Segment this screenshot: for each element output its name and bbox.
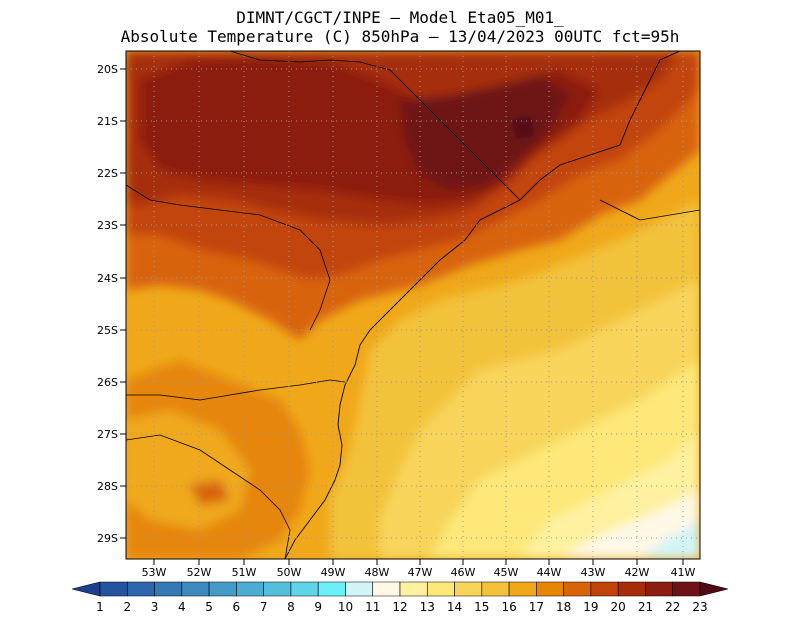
colorbar-label: 9: [314, 600, 322, 614]
colorbar-label: 21: [638, 600, 653, 614]
colorbar-label: 1: [96, 600, 104, 614]
colorbar-label: 14: [447, 600, 462, 614]
colorbar-label: 3: [151, 600, 159, 614]
map-title-line-2: Absolute Temperature (C) 850hPa – 13/04/…: [120, 27, 680, 46]
colorbar-swatch: [99, 581, 128, 597]
colorbar-swatch: [645, 581, 674, 597]
colorbar-swatch: [290, 581, 319, 597]
colorbar-swatch: [481, 581, 510, 597]
colorbar-swatch: [508, 581, 537, 597]
grid-lines: [126, 51, 700, 559]
colorbar-label: 22: [665, 600, 680, 614]
lon-label: 43W: [581, 566, 606, 579]
colorbar-label: 20: [611, 600, 626, 614]
colorbar-label: 4: [178, 600, 186, 614]
lon-label: 51W: [232, 566, 257, 579]
colorbar-swatch: [317, 581, 346, 597]
colorbar-swatch: [126, 581, 155, 597]
colorbar-label: 11: [365, 600, 380, 614]
lat-label: 24S: [97, 272, 118, 285]
lon-label: 45W: [494, 566, 519, 579]
lat-label: 21S: [97, 115, 118, 128]
colorbar-label: 12: [392, 600, 407, 614]
lon-label: 48W: [365, 566, 390, 579]
colorbar-label: 16: [501, 600, 516, 614]
colorbar-swatch: [208, 581, 237, 597]
colorbar-label: 15: [474, 600, 489, 614]
colorbar-swatch: [263, 581, 292, 597]
colorbar-label: 17: [529, 600, 544, 614]
longitude-axis: 53W 52W 51W 50W 49W 48W 47W 46W 45W 44W …: [142, 559, 696, 579]
lon-label: 41W: [671, 566, 696, 579]
colorbar-swatch: [154, 581, 183, 597]
colorbar-swatch: [181, 581, 210, 597]
colorbar-label: 18: [556, 600, 571, 614]
lat-label: 28S: [97, 480, 118, 493]
colorbar-swatch: [399, 581, 428, 597]
colorbar-label: 8: [287, 600, 295, 614]
colorbar-label: 6: [233, 600, 241, 614]
lon-label: 42W: [625, 566, 650, 579]
lat-label: 29S: [97, 532, 118, 545]
plot-frame: [125, 50, 701, 560]
colorbar-swatch: [672, 581, 701, 597]
colorbar-swatch: [236, 581, 264, 597]
colorbar-swatch: [426, 581, 455, 597]
lon-label: 46W: [451, 566, 476, 579]
colorbar-swatch: [372, 581, 401, 597]
lon-label: 52W: [187, 566, 212, 579]
latitude-axis: 20S 21S 22S 23S 24S 25S 26S 27S 28S 29S: [97, 63, 126, 545]
colorbar-label: 5: [205, 600, 213, 614]
lon-label: 47W: [408, 566, 433, 579]
colorbar-swatch: [590, 581, 619, 597]
colorbar-swatch: [563, 581, 592, 597]
lat-label: 25S: [97, 324, 118, 337]
colorbar-label: 10: [338, 600, 353, 614]
lon-label: 50W: [277, 566, 302, 579]
colorbar-swatch: [454, 581, 483, 597]
coastline: [284, 51, 681, 559]
state-borders: [126, 51, 700, 559]
colorbar-swatch: [699, 581, 729, 597]
lat-label: 27S: [97, 428, 118, 441]
colorbar-label: 2: [123, 600, 131, 614]
colorbar-swatch: [345, 581, 374, 597]
lat-label: 22S: [97, 167, 118, 180]
temperature-field: [126, 51, 700, 559]
colorbar-label: 19: [583, 600, 598, 614]
colorbar: 1 2 3 4 5 6 7 8 9 10 11 12 13 14 15 16 17 18 19 20 21 22 23: [71, 581, 729, 614]
lon-label: 49W: [321, 566, 346, 579]
colorbar-label: 13: [420, 600, 435, 614]
map-title-line-1: DIMNT/CGCT/INPE – Model Eta05_M01_: [236, 8, 564, 27]
colorbar-label: 7: [260, 600, 268, 614]
lat-label: 20S: [97, 63, 118, 76]
lat-label: 26S: [97, 376, 118, 389]
colorbar-label: 23: [692, 600, 707, 614]
colorbar-swatch: [617, 581, 646, 597]
lon-label: 53W: [142, 566, 167, 579]
colorbar-swatch: [536, 581, 564, 597]
lon-label: 44W: [537, 566, 562, 579]
lat-label: 23S: [97, 219, 118, 232]
colorbar-swatch: [71, 581, 101, 597]
